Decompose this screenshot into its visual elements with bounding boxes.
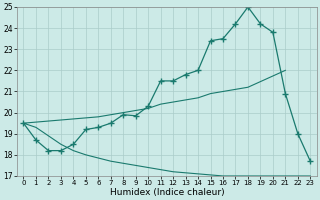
X-axis label: Humidex (Indice chaleur): Humidex (Indice chaleur) (109, 188, 224, 197)
